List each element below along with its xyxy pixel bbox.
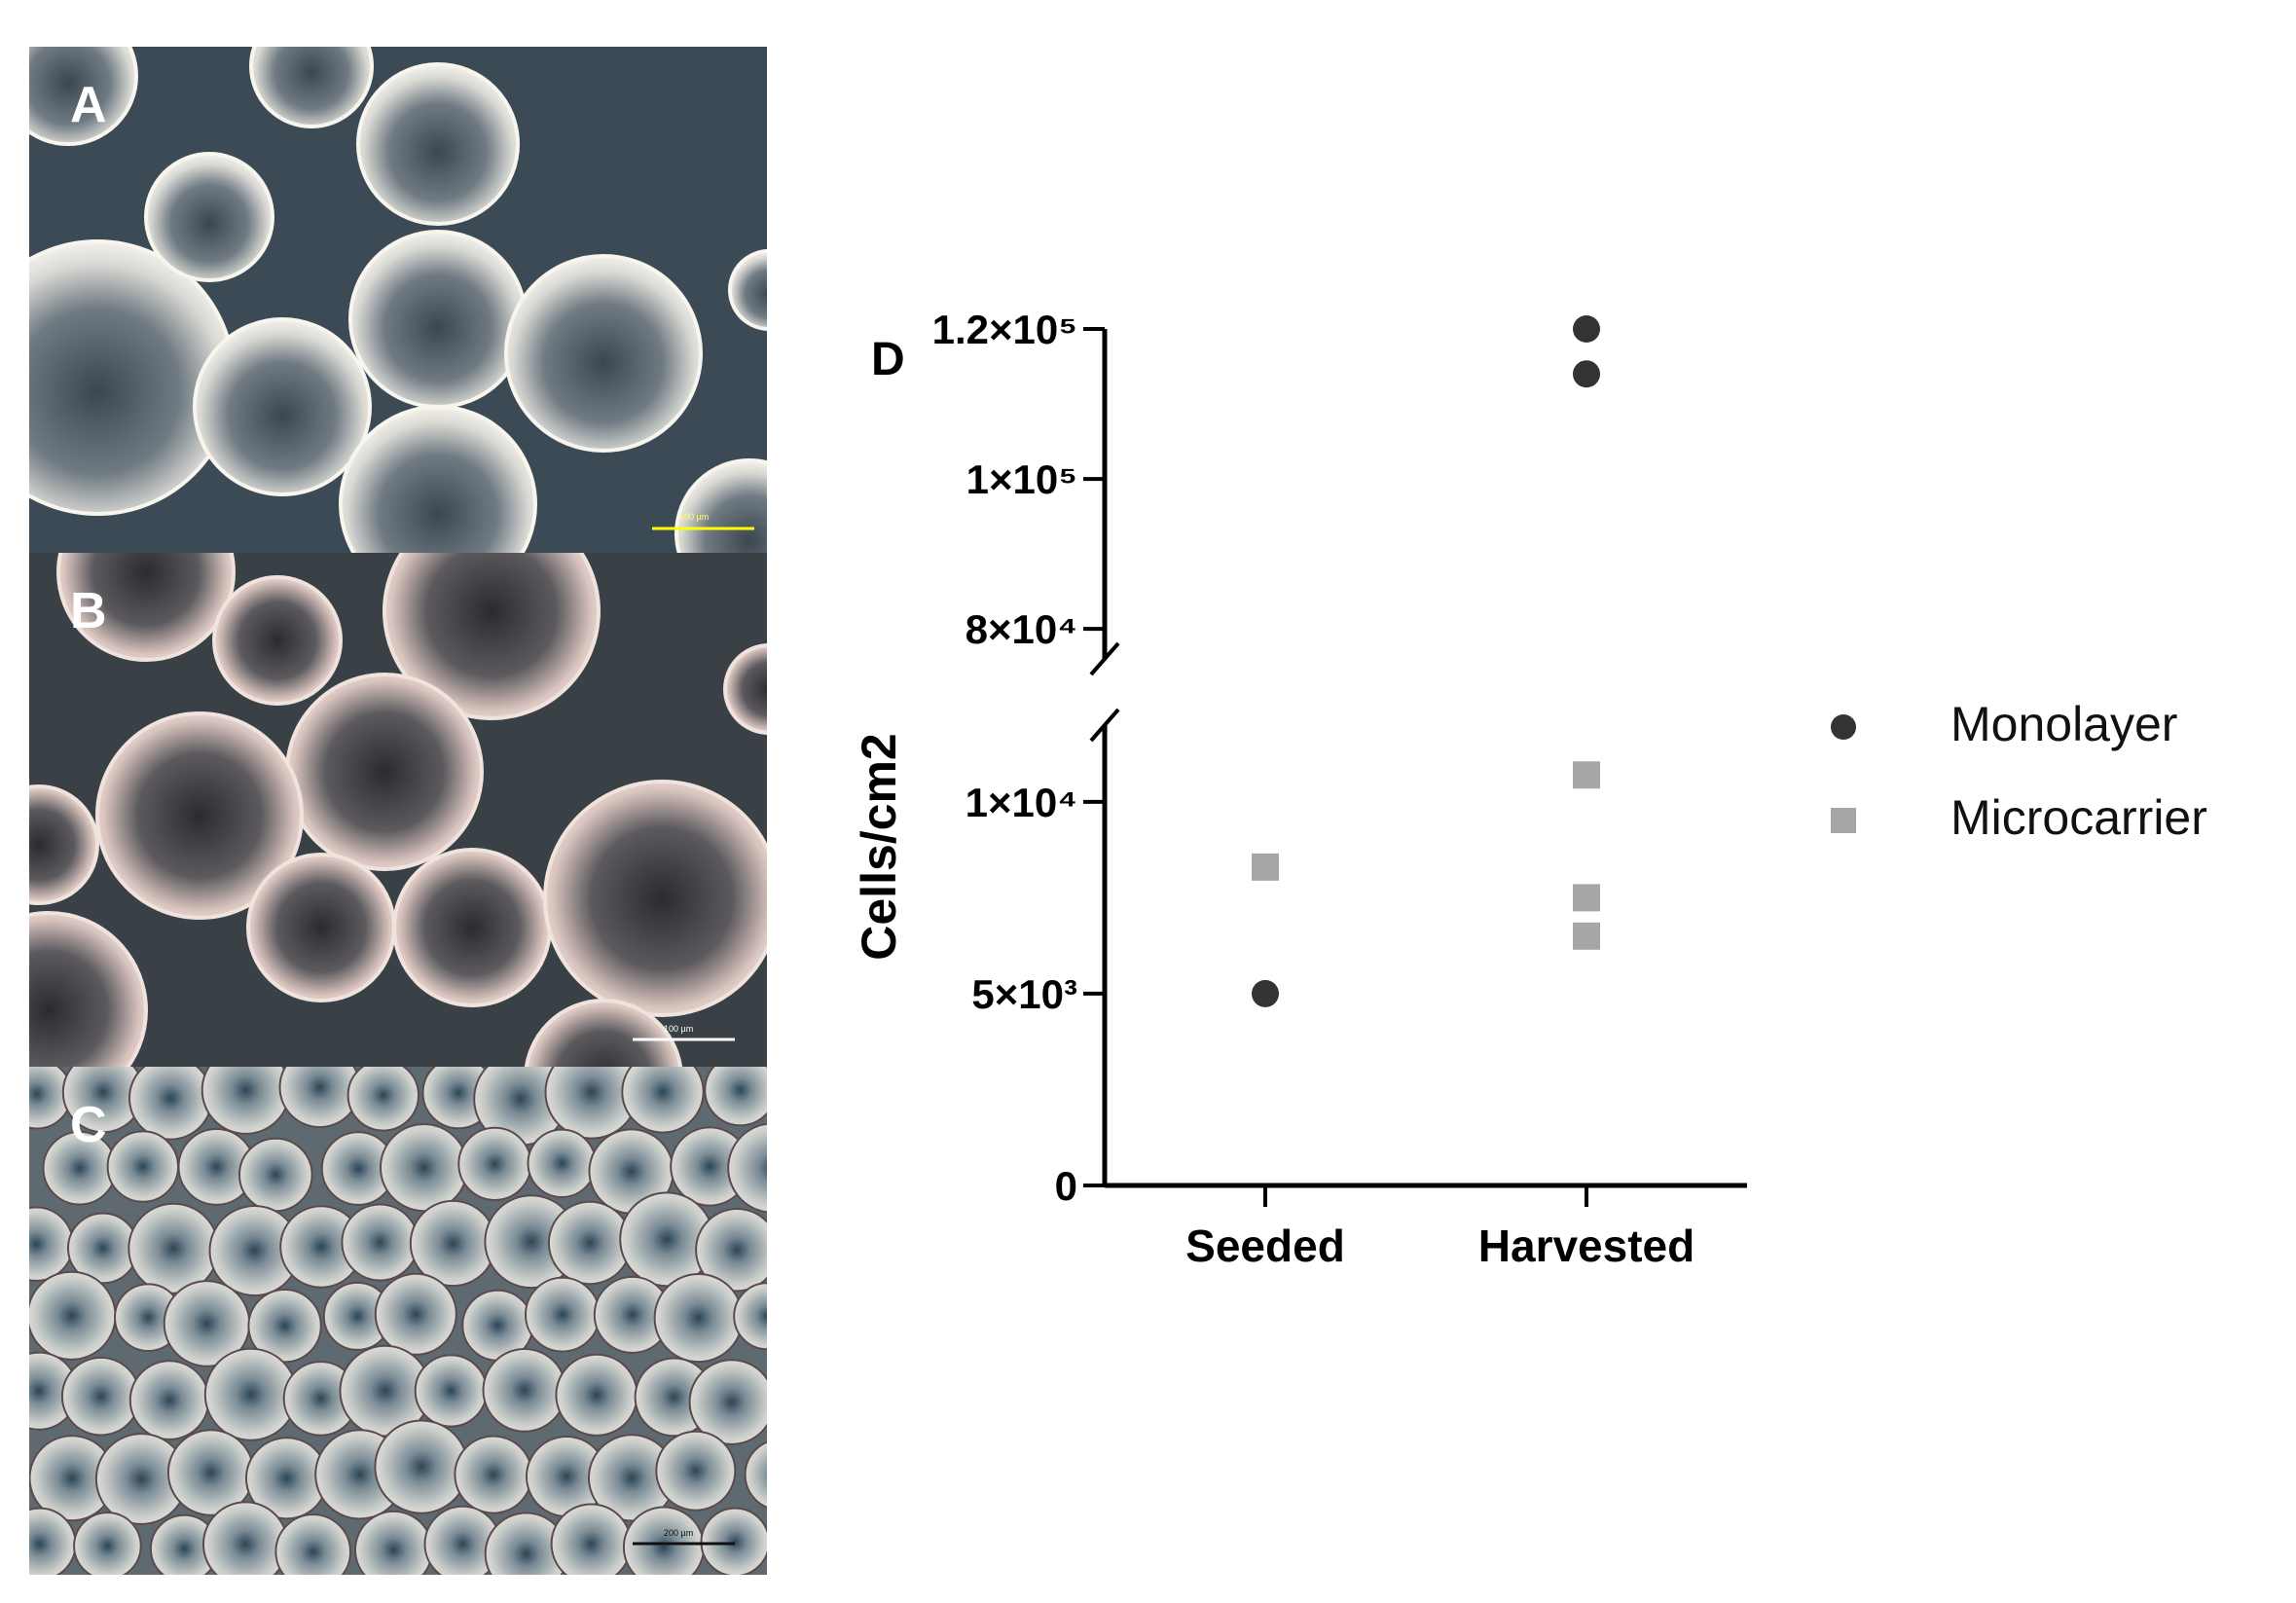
y-tick-label: 8×10⁴ (966, 606, 1077, 652)
bead (238, 1137, 313, 1213)
y-axis-title: Cells/cm2 (852, 733, 906, 960)
bead (482, 1348, 567, 1433)
bead (202, 1501, 289, 1575)
bead (733, 1282, 767, 1351)
bead (704, 1067, 767, 1127)
bead (247, 1289, 322, 1364)
data-points (1252, 315, 1600, 1007)
axis-break-mark (1089, 708, 1120, 743)
bead (457, 1126, 532, 1201)
y-tick-label: 1×10⁴ (966, 780, 1077, 825)
bead (128, 1360, 210, 1440)
bead (621, 1067, 705, 1134)
micrograph-c: C 200 µm (29, 1067, 767, 1575)
bead (380, 1123, 469, 1213)
bead (203, 1347, 298, 1441)
bead (374, 1272, 457, 1356)
legend-label-monolayer: Monolayer (1950, 697, 2178, 751)
y-tick-label: 1.2×10⁵ (932, 307, 1077, 352)
data-point-monolayer (1252, 979, 1279, 1007)
panel-label-c: C (70, 1097, 107, 1153)
bead (688, 1359, 767, 1445)
bead (555, 1353, 638, 1437)
bead (744, 1440, 767, 1509)
scatter-chart: D Cells/cm2 0 5×10³ 1×10⁴ 8×10⁴ 1×10⁵ 1.2×10⁵… (852, 307, 1747, 1271)
bead (128, 1067, 213, 1141)
bead (655, 1430, 737, 1512)
x-tick-label: Seeded (1185, 1220, 1345, 1271)
y-tick-label: 5×10³ (971, 971, 1077, 1017)
bead (60, 1356, 141, 1437)
axis-break-mark (1089, 641, 1120, 676)
bead (550, 1503, 633, 1575)
data-point-monolayer (1573, 360, 1600, 388)
data-point-microcarrier (1573, 761, 1600, 789)
scale-bar-label-b: 100 µm (664, 1024, 694, 1034)
panel-label-a: A (70, 77, 107, 133)
legend-label-microcarrier: Microcarrier (1950, 790, 2207, 845)
bead (374, 1419, 469, 1514)
data-point-microcarrier (1252, 853, 1279, 881)
bead (695, 1208, 767, 1293)
bead (29, 1270, 117, 1361)
micrograph-c-image (29, 1067, 767, 1575)
data-point-microcarrier (1573, 922, 1600, 950)
legend-marker-monolayer (1831, 714, 1856, 740)
micrograph-b-image (29, 553, 767, 1067)
bead (454, 1435, 533, 1514)
scale-bar-label-a: 100 µm (679, 512, 710, 522)
bead (653, 1273, 744, 1364)
x-tick-label: Harvested (1478, 1220, 1695, 1271)
bead (700, 1507, 767, 1575)
bead (409, 1199, 496, 1288)
panel-label-b: B (70, 583, 107, 639)
micrograph-b: B 100 µm (29, 553, 767, 1067)
y-ticks: 0 5×10³ 1×10⁴ 8×10⁴ 1×10⁵ 1.2×10⁵ (932, 307, 1105, 1209)
micrograph-a: A 100 µm (29, 47, 767, 553)
chart-panel-label: D (871, 334, 905, 385)
x-tick-labels: Seeded Harvested (1185, 1185, 1695, 1271)
scale-bar-label-c: 200 µm (664, 1528, 694, 1538)
bead (346, 1067, 419, 1132)
bead (547, 1200, 633, 1286)
bead (414, 1354, 488, 1428)
bead (341, 1203, 419, 1282)
micrograph-a-image (29, 47, 767, 553)
bead (727, 1122, 767, 1214)
bead (274, 1513, 351, 1575)
bead (73, 1512, 142, 1575)
bead (525, 1276, 601, 1353)
axes (1089, 329, 1747, 1188)
data-point-microcarrier (1573, 884, 1600, 912)
bead (106, 1130, 180, 1203)
legend-marker-microcarrier (1831, 808, 1856, 833)
data-point-monolayer (1573, 315, 1600, 343)
bead (527, 1128, 597, 1199)
bead (622, 1506, 706, 1575)
y-tick-label: 0 (1055, 1163, 1077, 1209)
y-tick-label: 1×10⁵ (966, 456, 1077, 502)
bead (128, 1202, 220, 1294)
